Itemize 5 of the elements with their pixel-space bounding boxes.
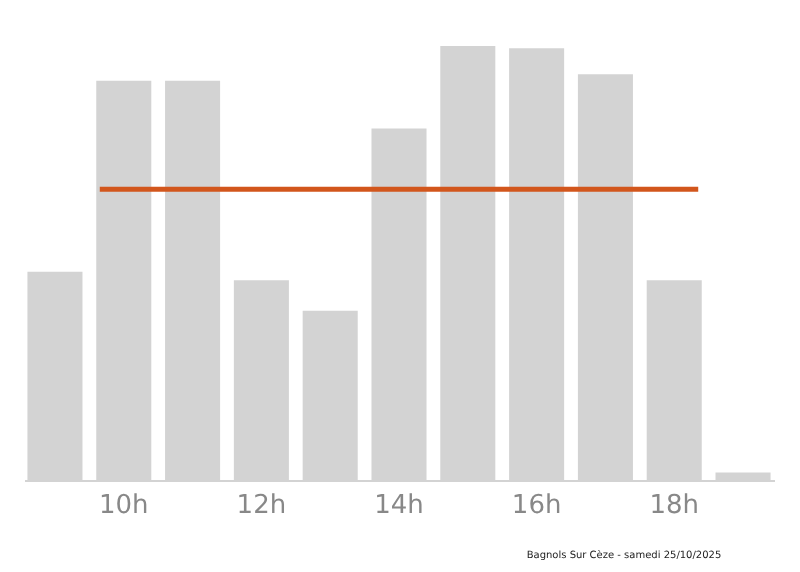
x-tick-label: 18h: [649, 491, 700, 521]
x-tick-label: 16h: [511, 491, 562, 521]
x-tick-label: 12h: [236, 491, 287, 521]
x-tick-label: 14h: [374, 491, 424, 521]
x-tick-label: 10h: [98, 491, 149, 521]
